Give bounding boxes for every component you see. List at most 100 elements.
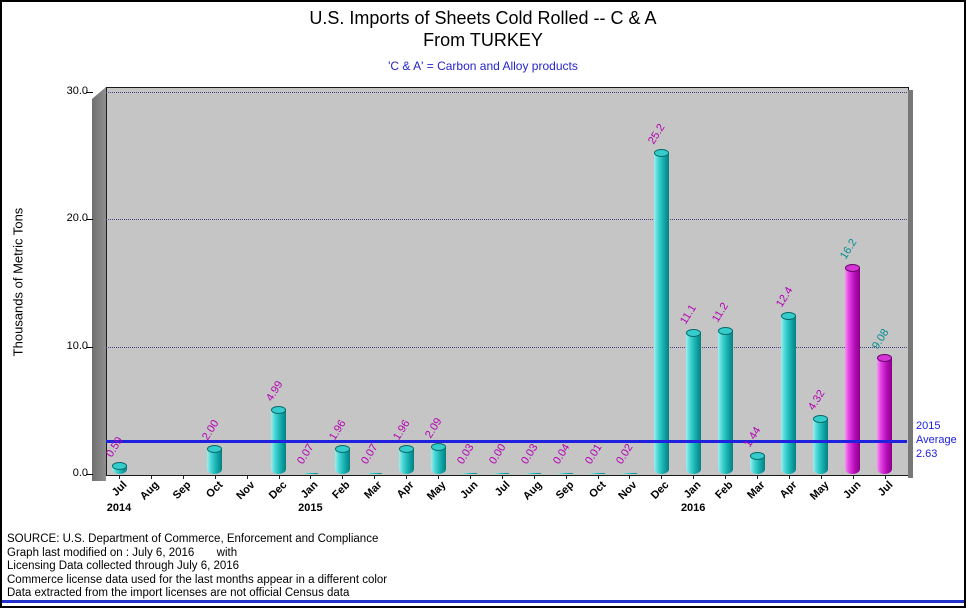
- x-axis-tick: [469, 475, 471, 479]
- bottom-blue-rule: [2, 600, 964, 603]
- bar-value-label: 0.01: [582, 441, 605, 466]
- bar: [494, 472, 510, 474]
- x-axis-tick: [852, 475, 854, 479]
- x-axis-tick: [150, 475, 152, 479]
- gridline: [106, 346, 907, 348]
- bar: [590, 472, 605, 474]
- bar: [334, 445, 350, 474]
- bar-cap: [430, 443, 446, 452]
- bar-cap: [207, 444, 223, 453]
- bar-cap: [717, 327, 733, 336]
- bar-cap: [334, 445, 350, 454]
- x-axis-tick: [884, 475, 886, 479]
- average-annotation-value: 2.63: [916, 448, 938, 460]
- footer-source-line: SOURCE: U.S. Department of Commerce, Enf…: [7, 533, 379, 545]
- bar-value-label: 12.4: [773, 285, 796, 310]
- bar-value-label: 4.99: [263, 379, 286, 404]
- bar-cap: [653, 149, 669, 158]
- bar: [558, 472, 574, 474]
- bar-value-label: 0.00: [486, 441, 509, 466]
- x-axis-tick: [501, 475, 503, 479]
- bar-cap: [749, 451, 765, 460]
- bar: [302, 472, 318, 474]
- y-axis-tick: [86, 474, 93, 475]
- chart-subtitle: 'C & A' = Carbon and Alloy products: [388, 59, 578, 73]
- x-axis-tick: [342, 475, 344, 479]
- bar-value-label: 0.02: [614, 441, 636, 466]
- bar: [207, 444, 223, 474]
- average-annotation-word: Average: [916, 434, 957, 446]
- bar: [111, 462, 127, 474]
- gridline: [106, 219, 907, 221]
- bar: [430, 443, 446, 474]
- bar: [845, 263, 861, 474]
- bar: [462, 472, 478, 474]
- bar-value-label: 25.2: [646, 122, 668, 147]
- bar-cap: [271, 406, 286, 415]
- x-axis-tick: [629, 475, 631, 479]
- bar-cap: [111, 462, 127, 471]
- y-axis-tick: [86, 92, 93, 93]
- x-axis-tick: [533, 475, 535, 479]
- bar-cap: [398, 445, 414, 454]
- bar: [366, 472, 382, 474]
- footer-census-note-line: Data extracted from the import licenses …: [7, 587, 350, 599]
- bar-cap: [845, 263, 861, 272]
- average-annotation: 2015 Average 2.63: [916, 419, 957, 461]
- x-axis-tick: [661, 475, 663, 479]
- footer-notes: SOURCE: U.S. Department of Commerce, Enf…: [7, 533, 387, 601]
- bar-cap: [781, 312, 797, 321]
- bar-value-label: 9.08: [869, 327, 892, 352]
- bar-value-label: 0.04: [550, 441, 573, 466]
- bar: [621, 472, 637, 474]
- bar-value-label: 0.03: [454, 441, 477, 466]
- bar: [877, 354, 893, 474]
- x-axis-tick: [820, 475, 822, 479]
- x-axis-tick: [565, 475, 567, 479]
- footer-color-note-line: Commerce license data used for the last …: [7, 573, 388, 586]
- year-label: 2016: [680, 502, 706, 514]
- average-line: [106, 439, 907, 443]
- bar: [526, 472, 542, 474]
- bar-value-label: 2.09: [422, 416, 445, 441]
- x-axis-tick: [119, 475, 120, 479]
- bar-cap: [813, 414, 829, 423]
- bar-cap: [685, 328, 701, 337]
- average-annotation-year: 2015: [916, 420, 941, 432]
- bar-value-label: 0.03: [518, 441, 541, 466]
- x-axis-tick: [788, 475, 790, 479]
- x-axis-tick: [725, 475, 727, 479]
- plot-3d-left-wall: [92, 87, 106, 481]
- y-axis-tick-label: 10.0: [66, 339, 88, 352]
- bar: [685, 328, 701, 474]
- bar: [398, 445, 414, 474]
- x-axis-tick: [693, 475, 695, 479]
- x-axis-tick: [438, 475, 439, 479]
- bar: [717, 327, 733, 474]
- bar-value-label: 4.32: [805, 387, 828, 413]
- x-axis-tick: [278, 475, 280, 479]
- footer-licensing-line: Licensing Data collected through July 6,…: [7, 560, 240, 572]
- y-axis-tick: [86, 219, 93, 221]
- x-axis-tick: [597, 475, 599, 479]
- plot-area: [106, 87, 909, 476]
- footer-modified-line: Graph last modified on : July 6, 2016 wi…: [7, 546, 238, 559]
- bar-cap: [877, 354, 893, 363]
- bar-value-label: 16.2: [837, 236, 860, 262]
- bar: [653, 149, 669, 474]
- x-axis-tick: [214, 475, 216, 479]
- bar: [749, 451, 765, 474]
- x-axis-tick: [757, 475, 758, 479]
- x-axis-tick: [246, 475, 248, 479]
- y-axis-tick: [86, 346, 93, 348]
- y-axis-tick-label: 30.0: [66, 85, 88, 97]
- y-axis-tick-label: 20.0: [66, 212, 88, 225]
- x-axis-tick: [406, 475, 408, 479]
- year-label: 2014: [106, 502, 132, 514]
- chart-title-line2: From TURKEY: [423, 30, 543, 50]
- x-axis-tick: [182, 475, 184, 479]
- gridline: [106, 92, 907, 93]
- bar-value-label: 0.07: [295, 441, 317, 466]
- bar-value-label: 1.44: [741, 424, 764, 450]
